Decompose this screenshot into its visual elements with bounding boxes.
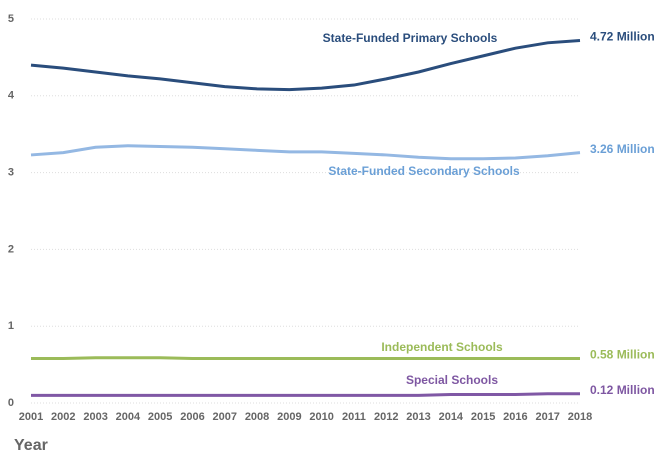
x-tick-label: 2017 xyxy=(535,411,559,423)
series-line xyxy=(31,356,580,360)
x-tick-label: 2007 xyxy=(213,411,237,423)
y-tick-label: 3 xyxy=(8,167,14,179)
series-label: Independent Schools xyxy=(381,340,503,354)
value-label: 4.72 Million xyxy=(590,30,655,44)
y-tick-label: 5 xyxy=(8,13,14,25)
y-tick-label: 1 xyxy=(8,320,14,332)
x-tick-label: 2016 xyxy=(503,411,527,423)
series-line xyxy=(31,392,580,397)
series-line xyxy=(30,144,581,161)
series-label: Special Schools xyxy=(406,373,498,387)
x-axis-label: Year xyxy=(14,437,48,450)
x-tick-label: 2010 xyxy=(309,411,333,423)
y-tick-label: 4 xyxy=(8,90,15,102)
series-line xyxy=(30,39,581,92)
value-label: 0.58 Million xyxy=(590,348,655,362)
x-tick-label: 2012 xyxy=(374,411,398,423)
x-tick-label: 2006 xyxy=(180,411,204,423)
x-tick-label: 2014 xyxy=(439,411,464,423)
x-tick-label: 2005 xyxy=(148,411,172,423)
x-tick-label: 2015 xyxy=(471,411,495,423)
value-label: 0.12 Million xyxy=(590,383,655,397)
x-tick-label: 2003 xyxy=(83,411,107,423)
x-tick-label: 2004 xyxy=(116,411,141,423)
x-tick-label: 2008 xyxy=(245,411,269,423)
y-tick-label: 0 xyxy=(8,397,14,409)
x-tick-label: 2001 xyxy=(19,411,43,423)
x-tick-label: 2018 xyxy=(568,411,592,423)
value-label: 3.26 Million xyxy=(590,142,655,156)
x-tick-label: 2013 xyxy=(406,411,430,423)
x-tick-label: 2011 xyxy=(342,411,366,423)
y-tick-label: 2 xyxy=(8,243,14,255)
x-tick-label: 2009 xyxy=(277,411,301,423)
series-label: State-Funded Secondary Schools xyxy=(328,164,520,178)
x-tick-label: 2002 xyxy=(51,411,75,423)
series-label: State-Funded Primary Schools xyxy=(323,31,498,45)
